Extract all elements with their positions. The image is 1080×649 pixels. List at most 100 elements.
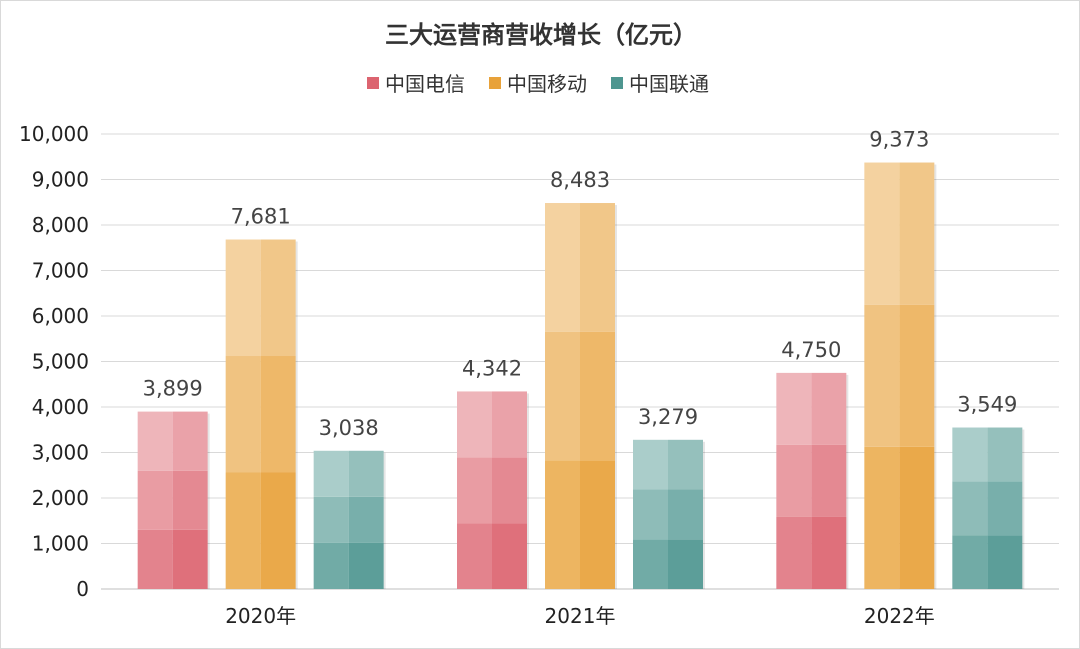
bar-segment bbox=[580, 460, 615, 589]
bar-segment bbox=[987, 481, 1023, 536]
bar-segment bbox=[348, 496, 384, 543]
bar-shadow bbox=[383, 452, 386, 589]
x-tick-label: 2020年 bbox=[225, 604, 296, 628]
bar-segment bbox=[776, 444, 812, 517]
bar-mobile-3 bbox=[864, 162, 937, 589]
bar-segment bbox=[457, 457, 492, 524]
bar-unicom-3 bbox=[952, 427, 1025, 589]
bar-segment bbox=[545, 331, 580, 461]
legend: 中国电信 中国移动 中国联通 bbox=[367, 72, 709, 96]
bar-segment bbox=[864, 162, 900, 305]
bar-segment bbox=[580, 203, 615, 332]
bar-segment bbox=[864, 304, 900, 447]
legend-swatch-unicom bbox=[611, 77, 623, 89]
data-label-unicom-2: 3,279 bbox=[638, 405, 698, 429]
bar-segment bbox=[313, 450, 349, 497]
bar-shadow bbox=[295, 241, 298, 589]
bar-segment bbox=[987, 427, 1023, 482]
bar-segment bbox=[864, 446, 900, 589]
bar-segment bbox=[260, 472, 296, 589]
bar-segment bbox=[899, 304, 935, 447]
bar-segment bbox=[952, 535, 988, 589]
x-tick-label: 2021年 bbox=[545, 604, 616, 628]
bar-segment bbox=[457, 523, 492, 589]
y-tick-label: 10,000 bbox=[19, 122, 89, 146]
bar-segment bbox=[457, 391, 492, 458]
bar-telecom-3 bbox=[776, 372, 849, 589]
y-tick-label: 9,000 bbox=[32, 168, 89, 192]
bar-unicom-1 bbox=[313, 450, 386, 589]
bar-segment bbox=[633, 539, 668, 589]
bar-segment bbox=[225, 239, 261, 357]
bar-segment bbox=[348, 542, 384, 589]
bar-segment bbox=[952, 481, 988, 536]
y-tick-label: 1,000 bbox=[32, 532, 89, 556]
data-label-unicom-1: 3,038 bbox=[319, 416, 379, 440]
bar-segment bbox=[137, 411, 173, 471]
bar-segment bbox=[492, 391, 527, 458]
y-tick-label: 8,000 bbox=[32, 213, 89, 237]
bar-shadow bbox=[615, 205, 617, 589]
data-label-mobile-1: 7,681 bbox=[231, 205, 291, 229]
legend-swatch-telecom bbox=[367, 77, 379, 89]
bar-segment bbox=[668, 489, 703, 540]
y-axis: 0 1,000 2,000 3,000 4,000 5,000 6,000 7,000 8,00… bbox=[19, 122, 89, 601]
data-label-unicom-3: 3,549 bbox=[957, 393, 1017, 417]
legend-swatch-mobile bbox=[489, 77, 501, 89]
bar-mobile-2 bbox=[545, 203, 617, 589]
legend-label-mobile: 中国移动 bbox=[507, 72, 587, 96]
bar-segment bbox=[776, 516, 812, 589]
bar-segment bbox=[899, 446, 935, 589]
data-label-mobile-2: 8,483 bbox=[550, 168, 610, 192]
chart-title: 三大运营商营收增长（亿元） bbox=[385, 21, 697, 49]
bar-segment bbox=[899, 162, 935, 305]
data-label-mobile-3: 9,373 bbox=[869, 128, 929, 152]
bar-segment bbox=[633, 439, 668, 490]
bar-segment bbox=[580, 331, 615, 461]
bar-segment bbox=[492, 523, 527, 589]
bar-segment bbox=[633, 489, 668, 540]
bar-segment bbox=[225, 356, 261, 473]
y-tick-label: 6,000 bbox=[32, 304, 89, 328]
bar-shadow bbox=[527, 393, 529, 589]
bar-segment bbox=[811, 516, 847, 589]
y-tick-label: 3,000 bbox=[32, 441, 89, 465]
bar-shadow bbox=[934, 164, 937, 589]
y-tick-label: 7,000 bbox=[32, 259, 89, 283]
bar-segment bbox=[348, 450, 384, 497]
x-tick-label: 2022年 bbox=[864, 604, 935, 628]
y-tick-label: 5,000 bbox=[32, 350, 89, 374]
bar-segment bbox=[313, 496, 349, 543]
data-label-telecom-2: 4,342 bbox=[462, 356, 522, 380]
legend-label-unicom: 中国联通 bbox=[629, 72, 709, 96]
bar-telecom-2 bbox=[457, 391, 529, 589]
bar-segment bbox=[545, 203, 580, 332]
y-tick-label: 4,000 bbox=[32, 395, 89, 419]
bar-segment bbox=[545, 460, 580, 589]
legend-label-telecom: 中国电信 bbox=[385, 72, 465, 96]
bars bbox=[137, 162, 1025, 589]
bar-segment bbox=[225, 472, 261, 589]
bar-segment bbox=[260, 239, 296, 357]
bar-mobile-1 bbox=[225, 239, 298, 589]
bar-segment bbox=[172, 470, 208, 530]
bar-segment bbox=[492, 457, 527, 524]
bar-segment bbox=[137, 470, 173, 530]
bar-shadow bbox=[1022, 429, 1025, 589]
bar-segment bbox=[137, 529, 173, 589]
bar-segment bbox=[172, 529, 208, 589]
bar-unicom-2 bbox=[633, 439, 705, 589]
data-label-telecom-3: 4,750 bbox=[781, 338, 841, 362]
bar-segment bbox=[811, 444, 847, 517]
data-label-telecom-1: 3,899 bbox=[143, 377, 203, 401]
bar-segment bbox=[776, 372, 812, 445]
bar-segment bbox=[172, 411, 208, 471]
bar-segment bbox=[668, 539, 703, 589]
data-labels: 3,899 7,681 3,038 4,342 8,483 3,279 4,750 9,373… bbox=[143, 128, 1018, 440]
bar-shadow bbox=[703, 441, 705, 589]
bar-segment bbox=[952, 427, 988, 482]
bar-segment bbox=[313, 542, 349, 589]
y-tick-label: 0 bbox=[76, 577, 89, 601]
